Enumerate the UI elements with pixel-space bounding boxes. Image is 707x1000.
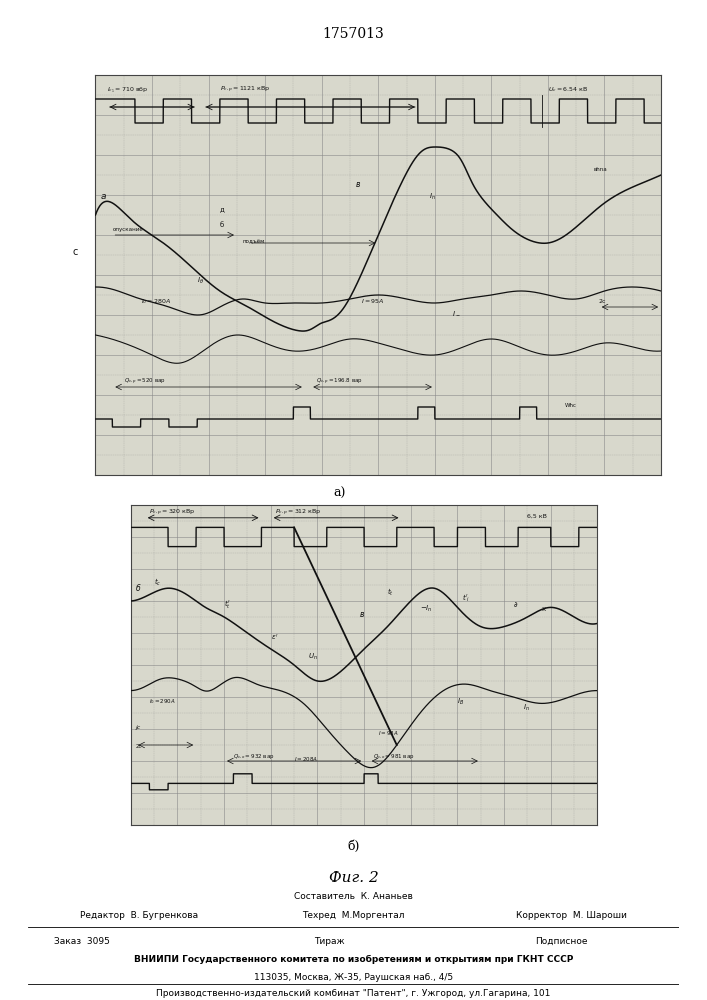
Text: $Q_{c,p}=520$ вар: $Q_{c,p}=520$ вар — [124, 377, 165, 387]
Text: Производственно-издательский комбинат "Патент", г. Ужгород, ул.Гагарина, 101: Производственно-издательский комбинат "П… — [156, 989, 551, 998]
Text: подъём: подъём — [243, 239, 264, 244]
Text: $P_{c,p}=312$ кВр: $P_{c,p}=312$ кВр — [276, 508, 322, 518]
Text: $Q_{c,o}=932$ вар: $Q_{c,o}=932$ вар — [233, 752, 275, 761]
Text: $U_n$: $U_n$ — [308, 652, 318, 662]
Text: 1757013: 1757013 — [322, 27, 385, 41]
Text: $t_t$: $t_t$ — [387, 587, 395, 598]
Text: Whc: Whc — [565, 403, 577, 408]
Text: $t_c$: $t_c$ — [154, 577, 161, 588]
Text: $I_n$: $I_n$ — [429, 192, 436, 202]
Text: $P_{c,p}=1121$ кВр: $P_{c,p}=1121$ кВр — [220, 85, 271, 95]
Text: 113035, Москва, Ж-35, Раушская наб., 4/5: 113035, Москва, Ж-35, Раушская наб., 4/5 — [254, 973, 453, 982]
Text: Корректор  М. Шароши: Корректор М. Шароши — [516, 911, 626, 920]
Text: Составитель  К. Ананьев: Составитель К. Ананьев — [294, 892, 413, 901]
Text: Заказ  3095: Заказ 3095 — [54, 937, 110, 946]
Text: Фиг. 2: Фиг. 2 — [329, 871, 378, 885]
Text: $P_{c,p}=320$ кВр: $P_{c,p}=320$ кВр — [149, 508, 196, 518]
Text: jc: jc — [136, 725, 141, 730]
Text: 2с: 2с — [599, 299, 607, 304]
Text: Редактор  В. Бугренкова: Редактор В. Бугренкова — [81, 911, 199, 920]
Text: $I_0=280A$: $I_0=280A$ — [141, 297, 171, 306]
Text: Подписное: Подписное — [536, 937, 588, 946]
Text: $\varepsilon'$: $\varepsilon'$ — [271, 632, 278, 642]
Text: $I=208A$: $I=208A$ — [294, 755, 318, 763]
Text: 2c: 2c — [136, 744, 142, 749]
Text: Техред  М.Моргентал: Техред М.Моргентал — [303, 911, 404, 920]
Text: $I=95A$: $I=95A$ — [361, 297, 385, 305]
Text: $t_t'$: $t_t'$ — [224, 599, 231, 611]
Text: 6,5 кВ: 6,5 кВ — [527, 514, 547, 519]
Text: х: х — [542, 606, 546, 612]
Text: $\partial$: $\partial$ — [513, 600, 519, 609]
Text: а: а — [101, 192, 107, 201]
Text: $I_\theta$: $I_\theta$ — [197, 276, 204, 286]
Text: б: б — [220, 222, 224, 228]
Text: $I_{c_1}=710$ вбр: $I_{c_1}=710$ вбр — [107, 85, 148, 95]
Text: c: c — [73, 247, 78, 257]
Text: вhna: вhna — [593, 167, 607, 172]
Text: д: д — [220, 206, 225, 212]
Text: ВНИИПИ Государственного комитета по изобретениям и открытиям при ГКНТ СССР: ВНИИПИ Государственного комитета по изоб… — [134, 955, 573, 964]
Text: Тираж: Тираж — [315, 937, 345, 946]
Text: $I_n$: $I_n$ — [522, 703, 530, 713]
Text: в: в — [356, 180, 360, 189]
Text: $-I_n$: $-I_n$ — [420, 604, 433, 614]
Text: $U_c=6.54$ кВ: $U_c=6.54$ кВ — [548, 85, 588, 94]
Text: $Q_{c,p}=196.8$ вар: $Q_{c,p}=196.8$ вар — [316, 377, 363, 387]
Text: а): а) — [333, 487, 346, 500]
Text: $t'_i$: $t'_i$ — [462, 593, 470, 604]
Text: опускание: опускание — [112, 227, 143, 232]
Text: б: б — [136, 584, 140, 593]
Text: $I=98A$: $I=98A$ — [378, 729, 399, 737]
Text: б): б) — [347, 840, 360, 853]
Text: $Q_{c,o}=981$ вар: $Q_{c,o}=981$ вар — [373, 752, 415, 761]
Text: в: в — [359, 610, 364, 619]
Text: $I_-$: $I_-$ — [452, 309, 460, 317]
Text: $I_0=290A$: $I_0=290A$ — [149, 697, 176, 706]
Text: $I_B$: $I_B$ — [457, 696, 464, 707]
